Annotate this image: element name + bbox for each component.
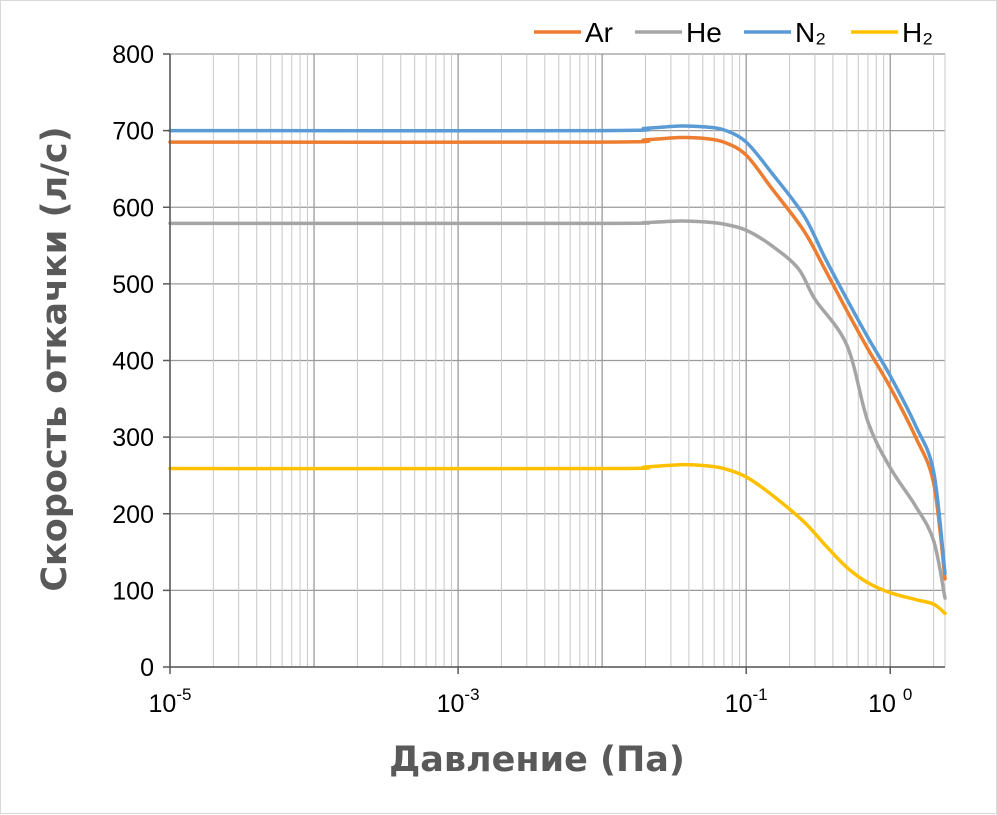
axes <box>163 53 945 674</box>
y-tick-label-2: 200 <box>112 501 154 529</box>
series-line-2 <box>168 124 947 576</box>
x-axis-title: Давление (Па) <box>389 740 685 780</box>
x-tick-labels: 10-5 10-3 10-1 10 0 <box>149 685 913 718</box>
grid-lines <box>169 53 946 668</box>
series-line-1 <box>168 219 947 600</box>
legend-item-3: H₂ <box>851 17 933 48</box>
y-tick-label-3: 300 <box>112 424 154 452</box>
y-tick-label-8: 800 <box>112 41 154 69</box>
legend-label-0: Ar <box>585 17 613 48</box>
series-line-0 <box>168 135 947 581</box>
legend-item-1: He <box>635 17 722 48</box>
legend-label-1: He <box>686 17 722 48</box>
legend-item-0: Ar <box>534 17 613 48</box>
y-tick-label-5: 500 <box>112 271 154 299</box>
x-tick-label-1: 10-3 <box>437 685 480 718</box>
legend-label-3: H₂ <box>902 17 933 48</box>
x-tick-label-0: 10-5 <box>149 685 192 718</box>
y-tick-label-0: 0 <box>140 654 154 682</box>
legend: Ar He N₂ H₂ <box>534 17 933 48</box>
y-tick-label-1: 100 <box>112 577 154 605</box>
y-tick-label-7: 700 <box>112 118 154 146</box>
series-line-3 <box>168 462 947 616</box>
y-tick-labels: 0 100 200 300 400 500 600 700 800 <box>112 41 154 682</box>
legend-item-2: N₂ <box>744 17 826 48</box>
y-axis-title: Скорость откачки (л/с) <box>35 126 75 591</box>
legend-label-2: N₂ <box>795 17 826 48</box>
x-tick-label-3: 10 0 <box>868 685 912 718</box>
x-tick-label-2: 10-1 <box>725 685 768 718</box>
y-tick-label-6: 600 <box>112 194 154 222</box>
series-lines <box>168 124 947 616</box>
y-tick-label-4: 400 <box>112 348 154 376</box>
